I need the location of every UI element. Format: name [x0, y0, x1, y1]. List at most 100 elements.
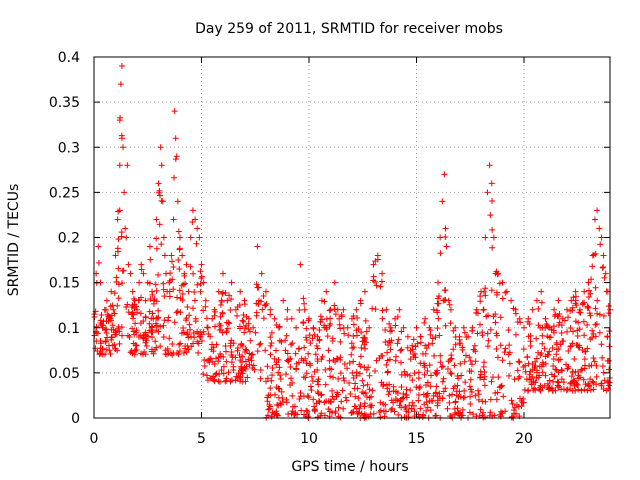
data-point — [556, 319, 563, 326]
data-point — [113, 278, 120, 285]
data-point — [492, 319, 499, 326]
data-point — [188, 333, 195, 340]
data-point — [380, 408, 387, 415]
data-point — [216, 327, 223, 334]
data-point — [186, 312, 193, 319]
data-point — [484, 189, 491, 196]
data-point — [459, 406, 466, 413]
data-point — [102, 338, 109, 345]
data-point — [606, 343, 613, 350]
data-point — [262, 347, 269, 354]
data-point — [358, 344, 365, 351]
data-point — [585, 382, 592, 389]
data-point — [433, 383, 440, 390]
data-point — [537, 387, 544, 394]
data-point — [385, 391, 392, 398]
data-point — [195, 349, 202, 356]
data-point — [462, 352, 469, 359]
y-tick-labels: 0 0.05 0.1 0.15 0.2 0.25 0.3 0.35 0.4 — [49, 50, 80, 427]
data-point — [404, 333, 411, 340]
data-point — [367, 411, 374, 418]
data-point — [171, 108, 178, 115]
data-point — [505, 327, 512, 334]
data-point — [127, 270, 134, 277]
data-point — [357, 353, 364, 360]
data-point — [259, 306, 266, 313]
data-point — [254, 284, 261, 291]
data-point — [240, 318, 247, 325]
data-point — [160, 322, 167, 329]
data-point — [118, 63, 125, 70]
data-point — [466, 354, 473, 361]
data-point — [218, 367, 225, 374]
data-point — [589, 252, 596, 259]
data-point — [527, 338, 534, 345]
data-point — [95, 243, 102, 250]
data-point — [198, 337, 205, 344]
data-point — [341, 330, 348, 337]
data-point — [389, 405, 396, 412]
data-point — [194, 225, 201, 232]
data-point — [311, 408, 318, 415]
data-point — [597, 241, 604, 248]
data-point — [177, 295, 184, 302]
data-point — [116, 162, 123, 169]
data-point — [151, 297, 158, 304]
data-point — [260, 293, 267, 300]
data-point — [360, 382, 367, 389]
data-point — [580, 318, 587, 325]
data-point — [432, 369, 439, 376]
data-point — [557, 341, 564, 348]
data-point — [210, 344, 217, 351]
data-point — [314, 333, 321, 340]
data-point — [160, 234, 167, 241]
data-point — [296, 395, 303, 402]
data-point — [570, 328, 577, 335]
data-point — [143, 337, 150, 344]
data-point — [565, 348, 572, 355]
data-point — [477, 293, 484, 300]
data-point — [116, 340, 123, 347]
data-point — [111, 341, 118, 348]
data-point — [329, 387, 336, 394]
data-point — [357, 401, 364, 408]
data-point — [557, 356, 564, 363]
data-point — [174, 294, 181, 301]
data-point — [300, 393, 307, 400]
data-point — [284, 357, 291, 364]
data-point — [254, 243, 261, 250]
data-point — [118, 332, 125, 339]
data-point — [176, 246, 183, 253]
data-point — [340, 405, 347, 412]
data-point — [359, 377, 366, 384]
data-point — [232, 354, 239, 361]
data-point — [359, 338, 366, 345]
data-point — [550, 323, 557, 330]
data-point — [203, 372, 210, 379]
data-point — [473, 306, 480, 313]
data-point — [470, 411, 477, 418]
data-point — [387, 346, 394, 353]
data-point — [230, 367, 237, 374]
data-point — [239, 378, 246, 385]
data-point — [346, 359, 353, 366]
data-point — [142, 297, 149, 304]
data-point — [118, 233, 125, 240]
data-point — [484, 343, 491, 350]
data-point — [264, 363, 271, 370]
data-point — [596, 329, 603, 336]
data-point — [296, 306, 303, 313]
data-point — [238, 358, 245, 365]
data-point — [568, 379, 575, 386]
data-point — [225, 319, 232, 326]
y-tick-label: 0.4 — [58, 50, 80, 66]
data-point — [228, 337, 235, 344]
data-point — [362, 339, 369, 346]
data-point — [341, 361, 348, 368]
data-point — [277, 376, 284, 383]
data-point — [326, 307, 333, 314]
data-point — [455, 393, 462, 400]
data-point — [589, 327, 596, 334]
data-point — [175, 257, 182, 264]
data-point — [517, 395, 523, 402]
